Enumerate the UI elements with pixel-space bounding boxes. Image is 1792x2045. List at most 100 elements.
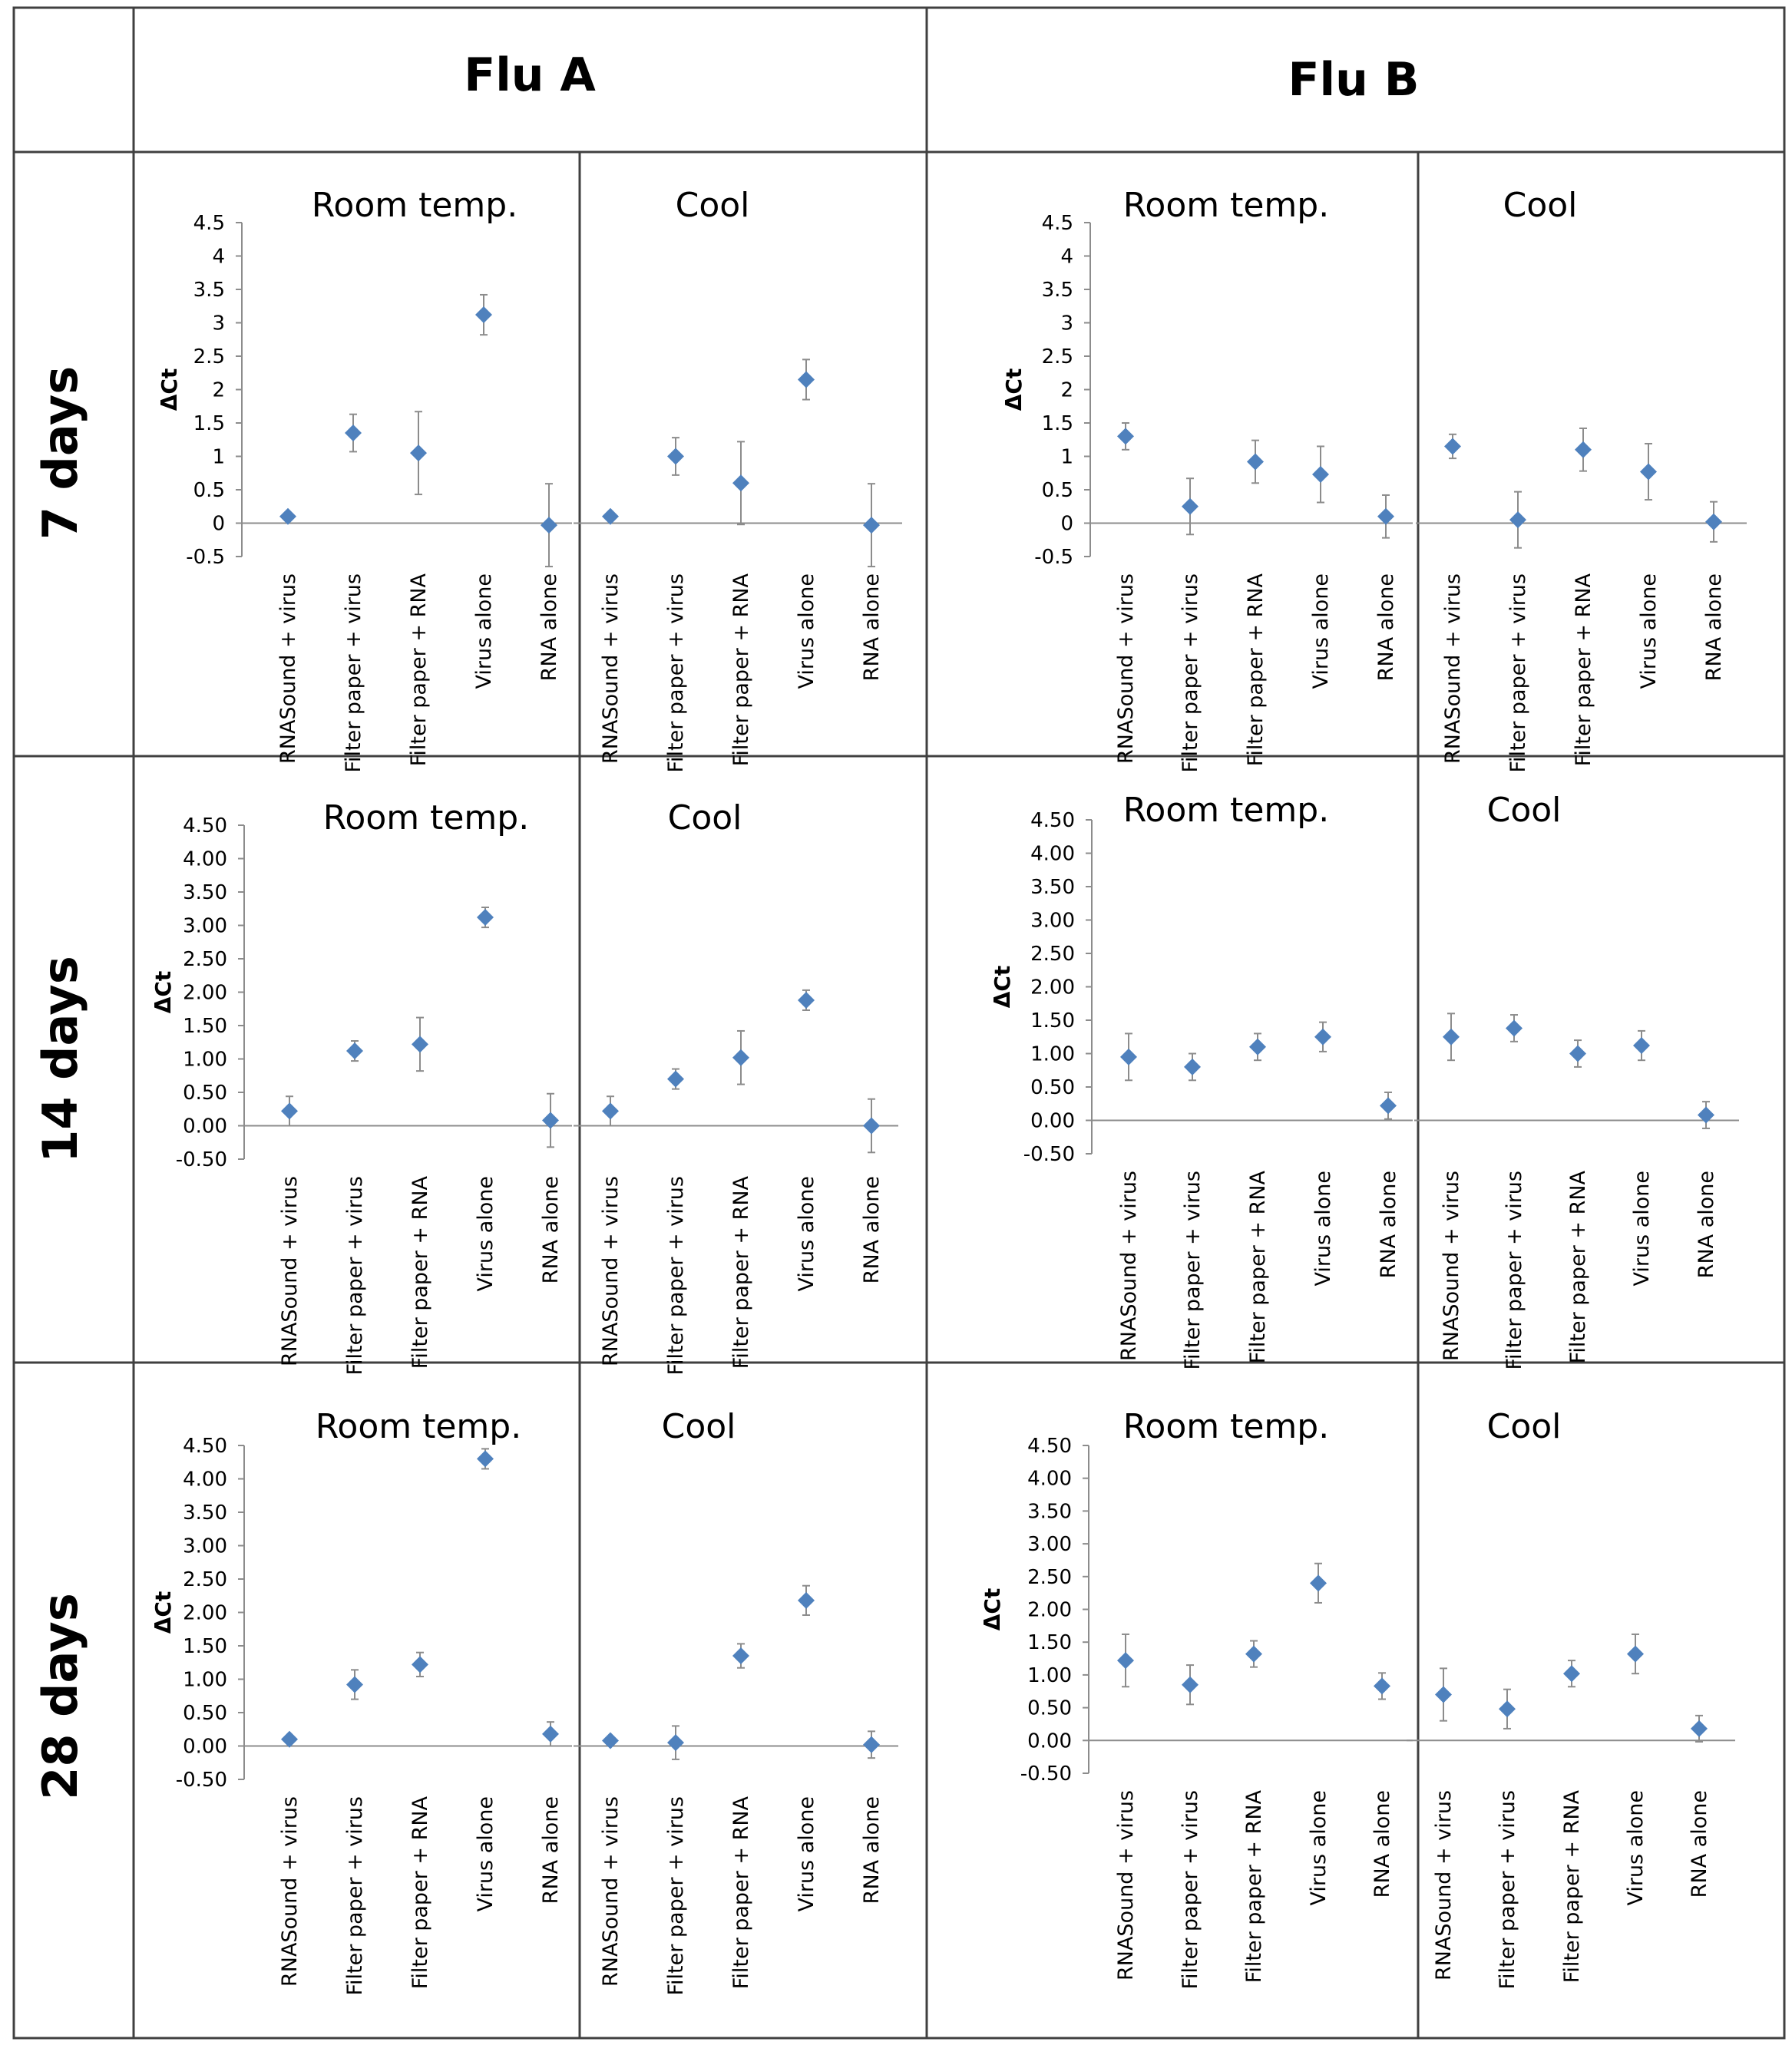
y-axis-title: ΔCt: [1001, 368, 1027, 411]
x-tick-label: RNASound + virus: [276, 573, 300, 764]
data-point: [412, 1036, 428, 1053]
y-tick-label: 2: [1060, 379, 1073, 402]
grid-frame: [12, 6, 1786, 2040]
y-tick-label: 4.00: [183, 1469, 227, 1492]
y-tick-label: 4: [1060, 246, 1073, 269]
x-tick-label: Filter paper + RNA: [729, 1175, 753, 1369]
x-tick-label: RNASound + virus: [1432, 1790, 1456, 1981]
x-tick-label: Filter paper + RNA: [1244, 573, 1268, 766]
x-tick-label: Filter paper + RNA: [1572, 573, 1595, 766]
data-point: [667, 1734, 684, 1752]
y-tick-label: 4.50: [183, 1435, 227, 1458]
y-tick-label: 2.50: [1030, 943, 1075, 966]
y-tick-label: -0.5: [1034, 546, 1073, 569]
x-tick-label: RNA alone: [1374, 573, 1398, 681]
data-point: [863, 517, 880, 534]
data-point: [345, 425, 362, 442]
data-point: [1245, 1645, 1262, 1663]
y-tick-label: 1.00: [183, 1049, 227, 1072]
x-tick-label: RNA alone: [860, 1796, 884, 1904]
chart-panel-4: -0.50 0.00 0.50 1.00 1.50 2.00 2.50 3.00 3.50 4.0…: [990, 791, 1739, 1370]
x-tick-label: RNA alone: [539, 1176, 563, 1283]
x-tick-label: Virus alone: [1637, 573, 1661, 689]
group-title-cool: Cool: [676, 186, 750, 225]
y-tick-label: 1.5: [193, 412, 225, 435]
data-point: [1117, 1652, 1134, 1670]
x-tick-label: Filter paper + RNA: [1560, 1789, 1584, 1983]
chart-panel-1: -0.5 0 0.5 1 1.5 2 2.5 3 3.5 4 4.5 ΔCt Room temp. RNA…: [157, 186, 902, 773]
row-header-28-days: 28 days: [32, 1593, 88, 1800]
x-tick-label: Filter paper + virus: [342, 573, 365, 773]
y-tick-label: 3.50: [183, 1502, 227, 1525]
y-tick-label: 2.00: [183, 1602, 227, 1625]
x-tick-label: RNA alone: [860, 1176, 884, 1283]
x-tick-label: Virus alone: [795, 1796, 818, 1912]
data-point: [1691, 1720, 1708, 1737]
y-tick-label: 0: [1060, 513, 1073, 536]
data-point: [732, 1049, 749, 1066]
x-tick-label: Filter paper + virus: [1179, 573, 1202, 773]
y-tick-label: 4.50: [1030, 809, 1075, 832]
y-tick-label: 3.5: [1042, 279, 1073, 302]
x-tick-label: Virus alone: [1307, 1790, 1331, 1906]
y-tick-label: 3.50: [1030, 876, 1075, 899]
data-point: [732, 1647, 749, 1665]
y-tick-label: 3.50: [183, 881, 227, 904]
data-point: [1705, 513, 1722, 530]
chart-panel-3: -0.50 0.00 0.50 1.00 1.50 2.00 2.50 3.00 3.50 4.0…: [150, 798, 898, 1376]
data-point: [1374, 1677, 1390, 1695]
data-point: [1444, 438, 1461, 455]
x-tick-label: RNASound + virus: [599, 1176, 623, 1366]
y-tick-label: 0.5: [193, 479, 225, 502]
y-tick-label: 4.5: [193, 212, 225, 235]
group-title-room-temp: Room temp.: [323, 798, 529, 837]
y-tick-label: 0.00: [1027, 1729, 1072, 1753]
row-header-7-days: 7 days: [32, 366, 88, 540]
y-tick-label: 0.50: [1027, 1697, 1072, 1720]
data-point: [602, 1732, 619, 1749]
column-header-flu-b: Flu B: [1288, 53, 1420, 107]
data-point: [1247, 453, 1264, 471]
y-tick-label: -0.50: [176, 1148, 227, 1171]
data-point: [477, 1450, 494, 1468]
row-header-14-days: 14 days: [32, 956, 88, 1163]
y-tick-label: 4.00: [1027, 1468, 1072, 1491]
x-tick-label: Filter paper + virus: [1496, 1790, 1519, 1990]
data-point: [279, 507, 296, 525]
data-point: [863, 1736, 880, 1753]
y-tick-label: 1.00: [1027, 1664, 1072, 1687]
y-tick-label: 0.50: [183, 1702, 227, 1725]
y-tick-label: 0.50: [1030, 1076, 1075, 1099]
y-tick-label: 4: [212, 246, 225, 269]
data-point: [1117, 428, 1134, 445]
data-point: [1633, 1037, 1650, 1055]
y-tick-label: 3.00: [1027, 1533, 1072, 1556]
y-tick-label: -0.50: [1020, 1763, 1072, 1786]
group-title-cool: Cool: [668, 798, 742, 837]
y-tick-label: 2.50: [183, 948, 227, 971]
x-tick-label: Filter paper + virus: [1181, 1171, 1205, 1370]
x-tick-label: RNA alone: [1370, 1790, 1394, 1898]
x-tick-label: Filter paper + virus: [1503, 1171, 1526, 1370]
x-tick-label: RNASound + virus: [278, 1176, 302, 1366]
group-title-cool: Cool: [1503, 186, 1578, 225]
data-point: [541, 517, 557, 534]
x-tick-label: Filter paper + RNA: [1246, 1170, 1270, 1363]
y-tick-label: -0.5: [186, 546, 225, 569]
y-tick-label: 4.50: [1027, 1435, 1072, 1458]
y-tick-label: 3.00: [1030, 910, 1075, 933]
y-tick-label: 2: [212, 379, 225, 402]
x-tick-label: Virus alone: [474, 1796, 498, 1912]
x-tick-label: Filter paper + RNA: [408, 1796, 432, 1989]
x-tick-label: Filter paper + RNA: [407, 573, 431, 766]
data-point: [281, 1730, 298, 1748]
chart-panel-2: -0.5 0 0.5 1 1.5 2 2.5 3 3.5 4 4.5 ΔCt Room temp. RNA…: [1001, 186, 1747, 773]
data-point: [798, 371, 815, 388]
y-axis-title: ΔCt: [157, 368, 182, 411]
x-tick-label: RNASound + virus: [278, 1796, 302, 1987]
data-point: [1698, 1106, 1714, 1124]
x-tick-label: RNA alone: [1694, 1171, 1718, 1278]
data-point: [1249, 1038, 1266, 1056]
group-title-room-temp: Room temp.: [1123, 1407, 1329, 1446]
